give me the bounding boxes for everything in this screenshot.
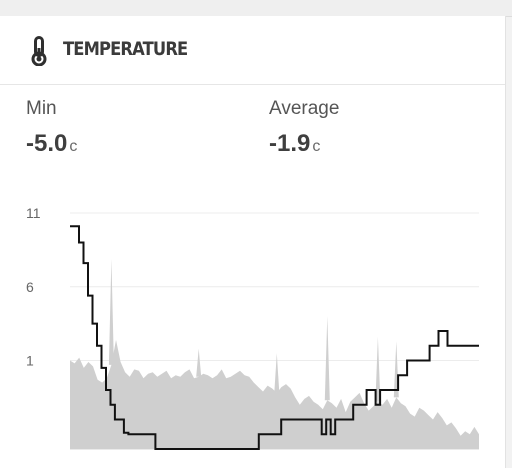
- min-label: Min: [26, 98, 57, 119]
- y-tick-label: 11: [26, 205, 41, 221]
- average-unit: c: [312, 138, 321, 155]
- y-tick-label: 1: [26, 353, 34, 369]
- area-series: [70, 339, 479, 449]
- step-line-series: [70, 225, 479, 450]
- min-unit: c: [69, 138, 78, 155]
- area-spike: [108, 258, 114, 365]
- min-value-group: -5.0 c: [26, 130, 77, 158]
- area-spike: [274, 353, 280, 393]
- min-value: -5.0: [26, 130, 68, 157]
- card-title: TEMPERATURE: [63, 38, 188, 60]
- average-label: Average: [269, 98, 340, 119]
- area-spike: [196, 348, 202, 377]
- thermometer-icon: [31, 36, 47, 66]
- average-value-group: -1.9 c: [269, 130, 320, 158]
- card-header: TEMPERATURE: [0, 16, 505, 85]
- average-value: -1.9: [269, 130, 311, 157]
- area-spike: [375, 336, 381, 402]
- y-tick-label: 6: [26, 279, 34, 295]
- area-spike: [324, 316, 330, 401]
